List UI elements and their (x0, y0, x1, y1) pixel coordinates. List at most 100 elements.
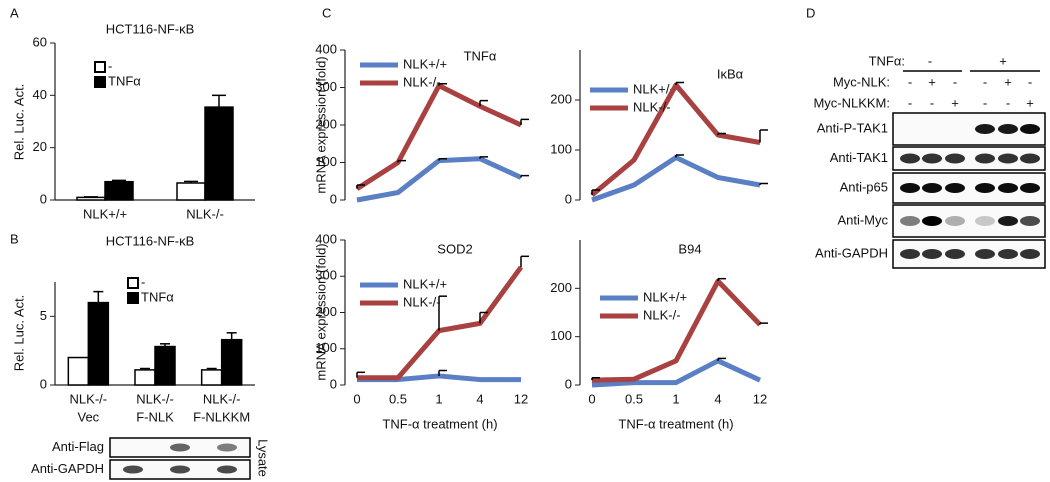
chart-title: IκBα (717, 66, 744, 81)
blot-band (900, 216, 920, 226)
y-tick-label: 0 (565, 191, 572, 206)
blot-mark: + (928, 74, 936, 89)
bar (87, 301, 110, 386)
x-tick-label: 4 (714, 391, 721, 406)
x-tick-label: 1 (672, 391, 679, 406)
blot-band (900, 249, 920, 259)
error-bar (717, 357, 726, 361)
y-tick-label: 100 (315, 340, 337, 355)
y-tick-label: 20 (33, 139, 47, 154)
error-bar (759, 182, 768, 185)
blot-mark: - (908, 95, 912, 110)
error-bar (84, 196, 98, 198)
blot-mark: + (1026, 95, 1034, 110)
blot-band (998, 249, 1018, 259)
x-tick-label: 1 (435, 391, 442, 406)
blot-band (1020, 216, 1040, 226)
blot-band (998, 216, 1018, 226)
error-bar (479, 311, 488, 324)
bar (154, 345, 176, 386)
y-tick-label: 100 (315, 154, 337, 169)
x-tick-label: NLK-/- (70, 391, 108, 406)
error-bar (93, 290, 104, 303)
y-tick-label: 400 (315, 231, 337, 246)
y-tick-label: 400 (315, 41, 337, 56)
y-tick-label: 5 (40, 308, 47, 323)
y-axis-label: mRNA expression (fold) (313, 243, 328, 380)
line (356, 156, 523, 203)
legend-label: TNFα (108, 73, 141, 88)
blot-label: Anti-P-TAK1 (817, 120, 888, 135)
panel-label: D (806, 5, 815, 20)
legend-label: - (141, 274, 145, 289)
blot-label: Anti-TAK1 (830, 150, 888, 165)
blot-label: Anti-Myc (837, 212, 888, 227)
blot-band (217, 465, 237, 474)
y-tick-label: 0 (330, 191, 337, 206)
blot-band (975, 249, 995, 259)
legend-label: - (108, 58, 112, 73)
error-bar (184, 180, 198, 183)
y-axis-label: Rel. Luc. Act. (11, 295, 26, 372)
error-bar (759, 322, 768, 325)
y-tick-label: 40 (33, 87, 47, 102)
x-tick-label: Vec (77, 409, 99, 424)
x-axis-label: TNF-α treatment (h) (382, 416, 497, 431)
y-axis-label: mRNA expression (fold) (313, 56, 328, 193)
line (355, 83, 523, 191)
error-bar (160, 343, 170, 347)
blot-group-label: - (928, 53, 932, 68)
y-tick-label: 0 (565, 376, 572, 391)
blot-frame (892, 146, 1046, 171)
blot-group-label: + (999, 53, 1007, 68)
error-bar (479, 156, 488, 159)
blot-band (170, 465, 190, 474)
blot-band (975, 124, 995, 134)
line (591, 358, 762, 388)
error-bar (717, 132, 726, 135)
y-tick-label: 200 (550, 280, 572, 295)
y-axis-label: Rel. Luc. Act. (11, 84, 26, 161)
legend-label: NLK-/- (403, 294, 441, 309)
bar (76, 196, 106, 201)
y-tick-label: 100 (550, 328, 572, 343)
error-bar (520, 255, 529, 268)
chart-title: B94 (678, 241, 701, 256)
line (591, 155, 761, 203)
blot-band (123, 465, 143, 474)
y-tick-label: 200 (315, 116, 337, 131)
bar (104, 180, 134, 201)
blot-band (945, 216, 965, 226)
blot-row-label: Myc-NLK: (833, 74, 890, 89)
blot-band (1020, 183, 1040, 193)
y-tick-label: 300 (315, 79, 337, 94)
blot-side-label: Lysate (256, 439, 271, 477)
legend-label: NLK+/+ (403, 56, 447, 71)
bar (200, 369, 223, 386)
blot-band (922, 153, 942, 164)
x-tick-label: NLK-/- (136, 391, 174, 406)
bar (134, 369, 156, 386)
chart-title: TNFα (464, 48, 497, 63)
x-tick-label: 0 (353, 391, 360, 406)
panel-label: C (322, 5, 331, 20)
error-bar (397, 159, 406, 163)
blot-band (900, 153, 920, 164)
blot-band (945, 183, 965, 193)
blot-band (945, 153, 965, 164)
blot-band (1020, 249, 1040, 259)
error-bar (717, 277, 726, 282)
blot-band (922, 183, 942, 193)
blot-header-label: TNFα: (869, 53, 905, 68)
blot-mark: - (1006, 95, 1010, 110)
legend-swatch (94, 76, 106, 88)
blot-label: Anti-p65 (840, 179, 888, 194)
blot-mark: - (953, 74, 957, 89)
blot-mark: - (908, 74, 912, 89)
error-bar (226, 332, 237, 340)
blot-band (1020, 153, 1040, 164)
y-tick-label: 200 (550, 91, 572, 106)
blot-band (975, 153, 995, 164)
blot-band (998, 153, 1018, 164)
error-bar (206, 367, 217, 370)
